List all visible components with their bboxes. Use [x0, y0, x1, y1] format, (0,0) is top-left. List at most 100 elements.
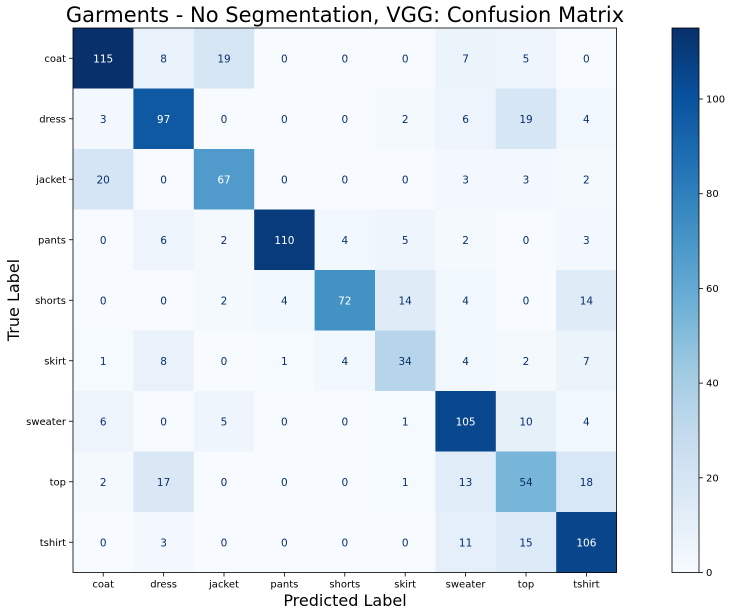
cell-value-label: 0	[341, 174, 348, 186]
colorbar-ticks: 0 20 40 60 80 100	[699, 95, 725, 579]
cell-value-label: 6	[160, 235, 167, 247]
cell-value-label: 0	[281, 174, 288, 186]
cell-value-label: 0	[402, 53, 409, 65]
cell-value-label: 105	[456, 416, 476, 428]
cell-value-label: 4	[462, 356, 469, 368]
cell-value-label: 34	[399, 356, 413, 368]
cell-value-label: 0	[160, 174, 167, 186]
heatmap-cell	[495, 330, 557, 392]
colorbar-tick-label: 40	[706, 379, 719, 390]
heatmap-cell	[193, 512, 255, 573]
heatmap-cell	[314, 149, 376, 210]
heatmap-cell	[314, 209, 376, 271]
cell-value-label: 97	[157, 114, 170, 126]
cell-value-label: 0	[100, 295, 107, 307]
heatmap-cell	[495, 451, 557, 513]
heatmap-cell	[73, 88, 134, 150]
cell-value-label: 0	[100, 537, 107, 549]
cell-value-label: 67	[217, 174, 230, 186]
cell-value-label: 2	[100, 477, 107, 489]
x-tick-label: dress	[150, 580, 177, 591]
heatmap-cell	[556, 391, 617, 452]
y-tick-label: jacket	[35, 175, 66, 186]
cell-value-label: 20	[97, 174, 110, 186]
heatmap-cell	[556, 451, 617, 513]
cell-value-label: 0	[402, 537, 409, 549]
cell-value-label: 0	[221, 537, 228, 549]
cell-value-label: 106	[576, 537, 596, 549]
cell-value-label: 4	[341, 356, 348, 368]
heatmap-cell	[133, 391, 195, 452]
y-tick-label: pants	[38, 235, 66, 246]
colorbar-tick-label: 100	[706, 95, 725, 106]
x-tick-label: shorts	[329, 580, 360, 591]
heatmap-cell	[495, 391, 557, 452]
cell-value-label: 13	[459, 477, 472, 489]
heatmap-cell	[254, 209, 315, 271]
heatmap-cell	[435, 391, 497, 452]
heatmap-cell	[133, 149, 195, 210]
chart-title: Garments - No Segmentation, VGG: Confusi…	[66, 3, 624, 27]
heatmap-cell	[435, 451, 497, 513]
heatmap-cell	[193, 391, 255, 452]
cell-value-label: 8	[160, 356, 167, 368]
cell-value-label: 0	[281, 53, 288, 65]
heatmap-cell	[133, 330, 195, 392]
cell-value-label: 19	[217, 53, 230, 65]
cell-value-label: 4	[462, 295, 469, 307]
x-axis-label: Predicted Label	[283, 591, 406, 610]
cell-value-label: 0	[281, 537, 288, 549]
heatmap-cell	[73, 209, 134, 271]
heatmap-cell	[375, 512, 436, 573]
cell-value-label: 6	[100, 416, 107, 428]
heatmap-cell	[495, 149, 557, 210]
heatmap-cell	[193, 149, 255, 210]
heatmap-cell	[314, 451, 376, 513]
cell-value-label: 0	[221, 114, 228, 126]
cell-value-label: 10	[519, 416, 532, 428]
cell-value-label: 1	[281, 356, 288, 368]
heatmap-cell	[556, 330, 617, 392]
cell-value-label: 6	[462, 114, 469, 126]
heatmap-cell	[375, 88, 436, 150]
cell-value-label: 5	[523, 53, 530, 65]
heatmap-cell	[314, 270, 376, 331]
cell-value-label: 0	[341, 537, 348, 549]
x-tick-label: tshirt	[573, 580, 599, 591]
cell-value-label: 0	[281, 416, 288, 428]
heatmap-cell	[254, 270, 315, 331]
y-tick-label: dress	[39, 114, 66, 125]
colorbar-tick-label: 60	[706, 284, 719, 295]
cell-value-label: 3	[160, 537, 167, 549]
cell-value-label: 8	[160, 53, 167, 65]
cell-value-label: 1	[402, 416, 409, 428]
heatmap-cell	[254, 451, 315, 513]
heatmap-cell	[193, 270, 255, 331]
colorbar	[671, 27, 700, 573]
heatmap-cell	[193, 28, 255, 89]
heatmap-cell	[73, 149, 134, 210]
heatmap-cell	[495, 209, 557, 271]
heatmap-cell	[133, 512, 195, 573]
cell-value-label: 7	[583, 356, 590, 368]
heatmap-cell	[193, 209, 255, 271]
heatmap-cell	[133, 270, 195, 331]
heatmap-cell	[314, 330, 376, 392]
heatmap-cell	[495, 88, 557, 150]
cell-value-label: 4	[583, 416, 590, 428]
cell-value-label: 7	[462, 53, 469, 65]
cell-value-label: 0	[402, 174, 409, 186]
cell-value-label: 0	[523, 295, 530, 307]
y-axis-label: True Label	[4, 259, 23, 342]
cell-value-label: 0	[341, 477, 348, 489]
cell-value-label: 110	[274, 235, 294, 247]
heatmap-cell	[254, 88, 315, 150]
heatmap-cell	[375, 28, 436, 89]
y-tick-label: skirt	[44, 356, 66, 367]
cell-value-label: 19	[519, 114, 532, 126]
cell-value-label: 4	[341, 235, 348, 247]
heatmap-cell	[73, 330, 134, 392]
cell-value-label: 0	[281, 477, 288, 489]
heatmap-cell	[314, 391, 376, 452]
heatmap-cell	[375, 209, 436, 271]
